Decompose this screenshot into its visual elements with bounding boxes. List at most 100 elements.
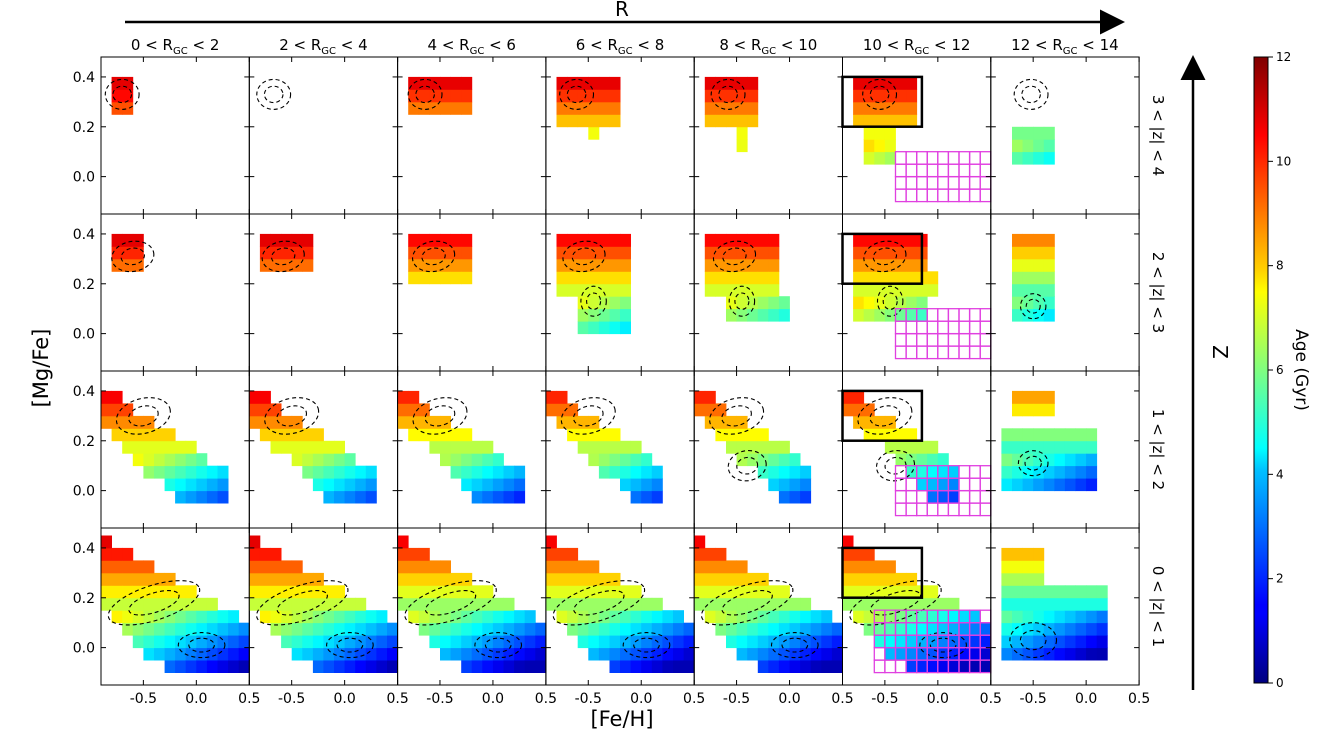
heatmap-cell bbox=[863, 151, 875, 165]
low-alpha-grid-cell bbox=[968, 502, 981, 517]
heatmap-cell bbox=[492, 478, 504, 492]
heatmap-cell bbox=[789, 597, 801, 611]
x-tick-label: -0.5 bbox=[130, 691, 157, 707]
heatmap-cell bbox=[556, 390, 568, 404]
x-tick-label: 0.0 bbox=[482, 691, 504, 707]
heatmap-cell bbox=[1086, 440, 1098, 454]
heatmap-cell bbox=[736, 622, 748, 636]
low-alpha-grid-cell bbox=[894, 345, 907, 360]
heatmap-cell bbox=[810, 635, 822, 649]
heatmap-cell bbox=[440, 622, 451, 636]
panel bbox=[545, 213, 695, 372]
heatmap-cell bbox=[122, 415, 134, 429]
heatmap-cell bbox=[556, 597, 568, 611]
heatmap-cell bbox=[1012, 478, 1023, 492]
heatmap-cell bbox=[440, 610, 451, 624]
heatmap-cell bbox=[884, 635, 896, 649]
low-alpha-grid-cell bbox=[947, 175, 960, 190]
heatmap-cell bbox=[916, 440, 928, 454]
heatmap-cell bbox=[704, 585, 716, 599]
heatmap-cell bbox=[757, 283, 769, 297]
heatmap-cell bbox=[800, 622, 812, 636]
heatmap-cell bbox=[704, 597, 716, 611]
heatmap-cell bbox=[906, 89, 918, 103]
heatmap-cell bbox=[863, 547, 875, 561]
heatmap-cell bbox=[429, 585, 441, 599]
heatmap-cell bbox=[1001, 560, 1013, 574]
heatmap-cell bbox=[556, 271, 568, 285]
heatmap-cell bbox=[206, 610, 218, 624]
heatmap-cell bbox=[111, 428, 123, 442]
heatmap-cell bbox=[651, 610, 663, 624]
heatmap-cell bbox=[567, 76, 579, 90]
heatmap-cell bbox=[471, 597, 483, 611]
heatmap-cell bbox=[450, 585, 462, 599]
heatmap-cell bbox=[1096, 585, 1108, 599]
heatmap-cell bbox=[863, 139, 875, 153]
panel: 2 < |z| < 3 bbox=[990, 213, 1167, 372]
heatmap-cell bbox=[503, 647, 515, 661]
heatmap-cell bbox=[249, 597, 261, 611]
x-tick-label: 0.0 bbox=[630, 691, 652, 707]
heatmap-cell bbox=[1022, 271, 1034, 285]
heatmap-cell bbox=[154, 440, 165, 454]
heatmap-cell bbox=[154, 428, 165, 442]
heatmap-cell bbox=[524, 660, 536, 673]
low-alpha-grid-cell bbox=[958, 332, 971, 347]
heatmap-cell bbox=[778, 622, 790, 636]
density-contour bbox=[882, 292, 898, 310]
heatmap-cell bbox=[471, 453, 483, 467]
heatmap-cell bbox=[916, 296, 928, 310]
heatmap-cell bbox=[387, 660, 398, 673]
heatmap-cell bbox=[1054, 478, 1066, 492]
heatmap-cell bbox=[1022, 453, 1034, 467]
heatmap-cell bbox=[291, 453, 303, 467]
heatmap-cell bbox=[482, 478, 494, 492]
heatmap-cell bbox=[111, 76, 123, 90]
heatmap-cell bbox=[853, 597, 865, 611]
heatmap-cell bbox=[598, 233, 610, 247]
heatmap-cell bbox=[757, 660, 769, 673]
heatmap-cell bbox=[291, 610, 303, 624]
heatmap-cell bbox=[948, 465, 960, 479]
heatmap-cell bbox=[196, 478, 208, 492]
heatmap-cell bbox=[365, 478, 377, 492]
heatmap-cell bbox=[747, 647, 759, 661]
heatmap-cell bbox=[514, 622, 526, 636]
heatmap-cell bbox=[1022, 647, 1034, 661]
x-tick-label: 0.0 bbox=[185, 691, 207, 707]
low-alpha-grid-cell bbox=[968, 308, 981, 322]
heatmap-cell bbox=[757, 635, 769, 649]
heatmap-cell bbox=[365, 647, 377, 661]
heatmap-cell bbox=[259, 585, 271, 599]
heatmap-cell bbox=[281, 428, 293, 442]
heatmap-cell bbox=[461, 428, 473, 442]
low-alpha-grid-cell bbox=[979, 151, 992, 165]
heatmap-cell bbox=[789, 490, 801, 504]
heatmap-cell bbox=[609, 428, 621, 442]
heatmap-cell bbox=[111, 403, 123, 417]
low-alpha-grid-cell bbox=[979, 163, 992, 178]
heatmap-cell bbox=[598, 453, 610, 467]
heatmap-cell bbox=[323, 453, 335, 467]
heatmap-cell bbox=[143, 428, 155, 442]
heatmap-cell bbox=[853, 572, 865, 586]
heatmap-cell bbox=[620, 585, 631, 599]
heatmap-cell bbox=[461, 246, 473, 260]
density-contour bbox=[111, 240, 155, 273]
heatmap-cell bbox=[154, 597, 165, 611]
heatmap-cell bbox=[259, 403, 271, 417]
low-alpha-grid-cell bbox=[926, 345, 939, 360]
heatmap-cell bbox=[408, 610, 420, 624]
heatmap-cell bbox=[122, 428, 134, 442]
heatmap-cell bbox=[196, 635, 208, 649]
heatmap-cell bbox=[969, 647, 981, 661]
heatmap-cell bbox=[482, 440, 494, 454]
low-alpha-grid-cell bbox=[937, 188, 950, 203]
heatmap-cell bbox=[1033, 478, 1045, 492]
heatmap-cell bbox=[101, 547, 112, 561]
heatmap-cell bbox=[715, 101, 727, 115]
heatmap-cell bbox=[651, 478, 663, 492]
x-tick-label: 0.5 bbox=[831, 691, 853, 707]
heatmap-cell bbox=[757, 597, 769, 611]
